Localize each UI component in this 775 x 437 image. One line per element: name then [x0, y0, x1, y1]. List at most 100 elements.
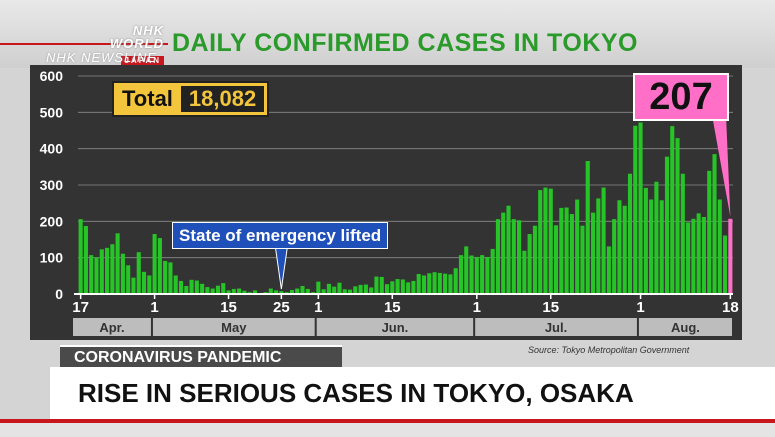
- month-label: Apr.: [99, 320, 124, 335]
- bar: [458, 255, 464, 294]
- bar: [627, 173, 633, 294]
- bar: [707, 170, 712, 294]
- bar: [326, 283, 331, 294]
- bar: [126, 265, 131, 294]
- logo-line2: JAPAN: [121, 56, 164, 66]
- bar: [221, 283, 226, 294]
- total-value: 18,082: [180, 86, 265, 112]
- bar: [337, 282, 342, 294]
- x-tick-label: 1: [636, 299, 644, 316]
- month-label: Jul.: [545, 320, 567, 335]
- bar: [691, 218, 696, 294]
- bar: [194, 280, 199, 294]
- bar: [443, 273, 448, 294]
- month-label: Aug.: [671, 320, 700, 335]
- bar: [480, 255, 485, 294]
- bar: [384, 284, 390, 294]
- total-label: Total: [122, 86, 173, 111]
- bar: [501, 212, 506, 294]
- bar: [353, 286, 358, 294]
- bar: [210, 288, 215, 294]
- bar: [279, 291, 284, 294]
- logo-line1: NHK WORLD: [109, 23, 164, 51]
- bar: [569, 214, 574, 294]
- month-band: [475, 318, 637, 336]
- bar: [723, 235, 728, 294]
- program-name: NHK NEWSLINE: [46, 50, 157, 65]
- bar: [200, 283, 205, 294]
- bar: [654, 181, 659, 294]
- bar: [83, 226, 88, 294]
- y-tick-label: 100: [40, 250, 64, 266]
- y-tick-label: 400: [40, 141, 64, 157]
- bar: [347, 289, 353, 294]
- bar: [99, 249, 104, 294]
- bar: [485, 256, 490, 294]
- bar: [622, 205, 627, 294]
- nhk-world-logo: NHK WORLD JAPAN: [78, 24, 164, 68]
- bar: [316, 281, 321, 294]
- bar: [527, 234, 532, 294]
- bar: [226, 290, 231, 294]
- bar: [237, 288, 242, 294]
- bar: [178, 280, 184, 294]
- bar: [163, 260, 168, 294]
- bottom-strip: [0, 423, 775, 437]
- latest-value-box: 207: [633, 73, 729, 121]
- bar: [543, 187, 548, 294]
- bar: [712, 154, 717, 294]
- bar: [427, 273, 432, 294]
- bar: [548, 188, 553, 294]
- y-tick-label: 200: [40, 213, 64, 229]
- bar: [184, 286, 189, 294]
- bar: [453, 268, 458, 294]
- bar: [295, 288, 300, 294]
- bar: [406, 282, 411, 294]
- bar: [147, 275, 152, 294]
- bar: [612, 219, 617, 294]
- y-tick-label: 600: [40, 68, 64, 84]
- bar: [379, 276, 384, 294]
- bar: [115, 233, 120, 294]
- x-tick-label: 1: [473, 299, 481, 316]
- bar: [363, 284, 368, 294]
- bar: [437, 272, 442, 294]
- bar: [369, 287, 374, 294]
- bar: [374, 276, 379, 294]
- bar: [157, 238, 162, 294]
- bar: [474, 256, 479, 294]
- bar: [717, 199, 722, 294]
- bar: [638, 122, 643, 294]
- bar: [110, 244, 115, 294]
- bar: [469, 255, 474, 294]
- bar: [701, 216, 706, 294]
- chart-title: DAILY CONFIRMED CASES IN TOKYO: [172, 29, 638, 57]
- annotation-label: State of emergency lifted: [172, 222, 389, 249]
- bar: [601, 187, 606, 294]
- month-band: [152, 318, 315, 336]
- bar: [289, 290, 294, 294]
- bar: [675, 138, 680, 294]
- bar: [300, 286, 305, 294]
- headline-banner: RISE IN SERIOUS CASES IN TOKYO, OSAKA: [50, 367, 775, 419]
- bar: [659, 200, 664, 294]
- bar: [152, 234, 157, 294]
- x-tick-label: 1: [314, 299, 322, 316]
- bar: [680, 173, 685, 294]
- bar: [649, 199, 654, 294]
- bar: [575, 199, 580, 294]
- bar: [189, 279, 194, 294]
- bar: [395, 279, 400, 294]
- bar: [522, 250, 527, 294]
- bar: [464, 246, 469, 294]
- bar: [205, 287, 210, 294]
- bar: [268, 288, 273, 294]
- bar: [532, 225, 537, 294]
- bar: [78, 219, 83, 294]
- bar: [141, 271, 147, 294]
- x-tick-label: 15: [384, 299, 401, 316]
- bar: [416, 274, 421, 294]
- bottom-red-stripe: [0, 419, 775, 423]
- bar: [136, 252, 141, 294]
- total-box: Total 18,082: [112, 81, 270, 117]
